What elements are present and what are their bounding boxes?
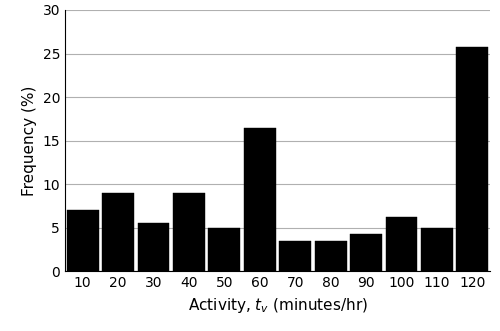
Bar: [350, 234, 382, 271]
X-axis label: Activity, $t_v$ (minutes/hr): Activity, $t_v$ (minutes/hr): [188, 296, 368, 315]
Bar: [67, 211, 98, 271]
Bar: [421, 228, 453, 271]
Bar: [386, 217, 418, 271]
Y-axis label: Frequency (%): Frequency (%): [22, 85, 37, 196]
Bar: [102, 193, 134, 271]
Bar: [280, 241, 311, 271]
Bar: [138, 223, 170, 271]
Bar: [244, 128, 276, 271]
Bar: [173, 193, 205, 271]
Bar: [208, 228, 240, 271]
Bar: [314, 241, 346, 271]
Bar: [456, 47, 488, 271]
